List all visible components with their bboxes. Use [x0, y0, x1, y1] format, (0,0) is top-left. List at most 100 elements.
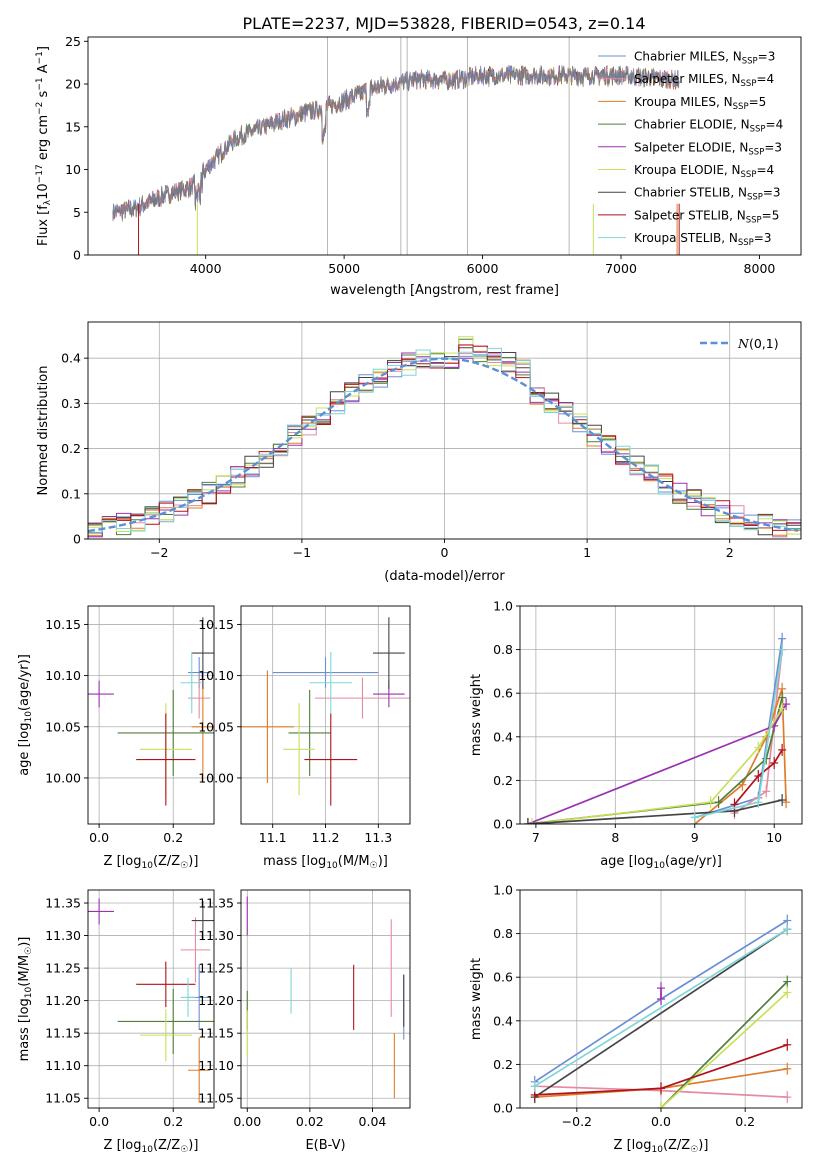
y-tick-label: 0.6 [493, 970, 513, 985]
x-axis-label: Z [log10(Z/Z☉)] [104, 1138, 199, 1155]
label-part: (M/M [17, 955, 32, 987]
legend-entry-suffix: =3 [763, 186, 781, 200]
x-axis-label: wavelength [Angstrom, rest frame] [330, 283, 559, 298]
x-axis-label: Z [log10(Z/Z☉)] [104, 854, 199, 871]
label-part: 10 [24, 986, 34, 998]
x-tick-label: 0.04 [359, 1114, 387, 1129]
label-part: (Z/Z [663, 1138, 690, 1153]
legend-entry: Chabrier ELODIE, NSSP=4 [634, 118, 783, 135]
x-axis-label: Z [log10(Z/Z☉)] [614, 1138, 709, 1155]
label-part: ☉ [180, 1145, 188, 1155]
plot-area-mass_vs_Z [88, 890, 214, 1108]
y-tick-label: 11.10 [45, 1058, 81, 1073]
label-part: 10 [141, 861, 153, 871]
x-tick-label: 9 [691, 830, 699, 845]
legend-entry-prefix: Kroupa ELODIE, N [634, 163, 741, 177]
label-part: Z [log [104, 1138, 142, 1153]
y-tick-label: 0.2 [61, 441, 81, 456]
axes-frame [240, 889, 411, 1109]
legend-entry-suffix: =3 [758, 50, 776, 64]
y-tick-label: 11.05 [198, 1091, 234, 1106]
figure-title: PLATE=2237, MJD=53828, FIBERID=0543, z=0… [242, 14, 645, 33]
y-tick-label: 25 [65, 34, 81, 49]
legend-entry: Kroupa MILES, NSSP=5 [634, 95, 766, 112]
label-part: age [log [17, 723, 32, 776]
legend-entry-prefix: Chabrier STELIB, N [634, 186, 747, 200]
weight-line [534, 928, 788, 1087]
x-tick-label: 8000 [744, 261, 776, 276]
label-part: mass [log [17, 998, 32, 1061]
y-tick-label: 11.35 [45, 896, 81, 911]
legend-entry-subscript: SSP [741, 170, 757, 180]
label-part: 10 [326, 861, 338, 871]
y-tick-label: 0.4 [493, 729, 513, 744]
legend-entry: Kroupa ELODIE, NSSP=4 [634, 163, 774, 180]
label-part: ] [36, 46, 51, 51]
x-tick-label: 4000 [190, 261, 222, 276]
y-tick-label: 0.3 [61, 396, 81, 411]
label-part: 10 [653, 861, 665, 871]
x-tick-label: 11.1 [259, 830, 287, 845]
y-tick-label: 11.25 [198, 961, 234, 976]
x-tick-label: 6000 [467, 261, 499, 276]
plot-area-age_vs_mass [241, 606, 410, 824]
plot-area-residual_hist [88, 322, 801, 539]
label-part: (age/yr)] [665, 854, 722, 869]
legend-entry-prefix: Chabrier MILES, N [634, 50, 742, 64]
panel-mass_vs_Z: 0.0 0.2 11.05 11.10 11.15 11.20 11.25 11.30 11.3… [17, 889, 215, 1155]
x-tick-label: 0.00 [233, 1114, 261, 1129]
x-axis-label: (data-model)/error [384, 569, 505, 584]
x-tick-label: 11.2 [312, 830, 340, 845]
legend-entry-suffix: =5 [762, 208, 780, 222]
legend-entry-suffix: =3 [754, 231, 772, 245]
legend-entry-symbol: N [737, 336, 750, 351]
x-tick-label: 7 [532, 830, 540, 845]
weight-line [660, 980, 788, 1108]
panel-spectrum: 4000 5000 6000 7000 8000 0 5 10 15 20 25 wavelength… [35, 34, 802, 298]
legend-entry: Chabrier STELIB, NSSP=3 [634, 186, 781, 203]
weight-line [694, 649, 783, 819]
y-tick-label: 10.05 [45, 719, 81, 734]
legend-entry: Salpeter STELIB, NSSP=5 [634, 208, 779, 225]
y-axis-label: mass weight [469, 674, 484, 756]
x-axis-label: mass [log10(M/M☉)] [263, 854, 388, 871]
y-tick-label: 11.35 [198, 896, 234, 911]
y-axis-label: mass weight [469, 958, 484, 1040]
y-tick-label: 11.20 [45, 993, 81, 1008]
label-part: 10 [24, 711, 34, 723]
y-tick-label: 0.6 [493, 686, 513, 701]
legend-entry-subscript: SSP [750, 125, 766, 135]
label-part: (Z/Z [153, 1138, 180, 1153]
weight-line [534, 928, 788, 1098]
legend-entry-suffix: =4 [756, 72, 774, 86]
y-tick-label: 10.00 [198, 770, 234, 785]
x-axis-label: E(B-V) [305, 1138, 345, 1153]
legend-entry-suffix: =4 [766, 118, 784, 132]
panel-residual_hist: −2 −1 0 1 2 0 0.1 0.2 0.3 0.4 (data-model)/error No… [36, 321, 802, 584]
gaussian-reference-curve [88, 357, 799, 533]
x-tick-label: −1 [293, 545, 311, 560]
legend-entry-prefix: Kroupa MILES, N [634, 95, 733, 109]
y-tick-label: 11.25 [45, 961, 81, 976]
y-axis-label: Flux [fλ10−17 erg cm−2 s−1 A−1] [35, 46, 53, 246]
label-part: )] [188, 1138, 198, 1153]
y-tick-label: 0.2 [493, 773, 513, 788]
y-tick-label: 10.10 [198, 668, 234, 683]
y-tick-label: 5 [73, 205, 81, 220]
panel-weight_vs_Z: −0.2 0.0 0.2 0.0 0.2 0.4 0.6 0.8 1.0 Z [log10(Z/Z… [469, 883, 803, 1155]
y-axis-label: Normed distribution [36, 366, 51, 496]
y-tick-label: 11.10 [198, 1058, 234, 1073]
legend-entry-suffix: =5 [749, 95, 767, 109]
label-part: )] [17, 937, 32, 947]
y-axis-label: age [log10(age/yr)] [17, 654, 34, 776]
legend-entry-suffix: =3 [764, 140, 782, 154]
y-tick-label: 0.1 [61, 486, 81, 501]
axes-frame [87, 605, 215, 825]
histogram-step [88, 338, 801, 538]
legend-entry: Kroupa STELIB, NSSP=3 [634, 231, 772, 248]
y-tick-label: 1.0 [493, 599, 513, 614]
legend-entry-subscript: SSP [738, 238, 754, 248]
y-tick-label: 11.30 [45, 928, 81, 943]
